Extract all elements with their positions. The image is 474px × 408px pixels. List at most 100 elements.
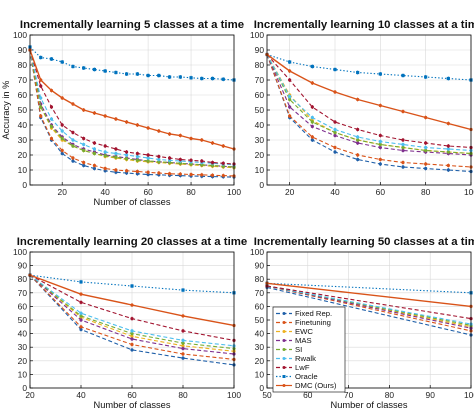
data-point xyxy=(130,317,134,321)
y-tick-label: 10 xyxy=(18,369,28,379)
data-point xyxy=(288,97,292,102)
data-point xyxy=(49,105,54,109)
data-point xyxy=(130,329,134,333)
legend-label: DMC (Ours) xyxy=(295,381,337,390)
data-point xyxy=(71,159,75,163)
data-point xyxy=(125,153,129,157)
data-point xyxy=(181,314,185,318)
data-point xyxy=(310,120,314,124)
data-point xyxy=(82,108,86,112)
data-point xyxy=(181,344,185,348)
data-point xyxy=(146,159,150,163)
x-tick-label: 60 xyxy=(143,187,153,197)
series-line-0 xyxy=(29,274,235,366)
data-point xyxy=(333,133,337,138)
data-point xyxy=(401,73,405,78)
y-tick-label: 90 xyxy=(18,45,28,55)
series-line-6 xyxy=(266,285,472,320)
data-point xyxy=(288,94,292,99)
data-point xyxy=(210,141,215,145)
series-line-8 xyxy=(266,53,472,131)
data-point xyxy=(178,133,182,138)
x-tick-label: 100 xyxy=(227,187,241,197)
data-point xyxy=(333,67,337,72)
data-point xyxy=(157,129,161,133)
legend-label: MAS xyxy=(295,336,312,345)
data-point xyxy=(130,334,134,338)
data-point xyxy=(157,157,161,162)
data-point xyxy=(92,141,97,145)
legend-label: Oracle xyxy=(295,372,318,381)
y-tick-label: 80 xyxy=(18,274,28,284)
x-tick-label: 20 xyxy=(58,187,68,197)
data-point xyxy=(125,150,129,154)
series-line-5 xyxy=(266,285,472,325)
series-line-1 xyxy=(29,49,235,177)
y-tick-label: 30 xyxy=(255,135,265,145)
data-point xyxy=(401,138,405,142)
legend-swatch-marker xyxy=(282,312,286,315)
x-tick-label: 40 xyxy=(100,187,110,197)
y-tick-label: 60 xyxy=(255,301,265,311)
y-tick-label: 70 xyxy=(18,288,28,298)
data-point xyxy=(125,171,129,175)
data-point xyxy=(178,161,182,165)
data-point xyxy=(333,120,337,124)
data-point xyxy=(92,67,97,72)
y-tick-label: 40 xyxy=(18,329,28,339)
data-point xyxy=(210,76,215,81)
data-point xyxy=(178,75,182,79)
data-point xyxy=(146,73,150,78)
legend-label: LwF xyxy=(295,363,310,372)
data-point xyxy=(210,163,215,168)
data-point xyxy=(378,103,382,108)
data-point xyxy=(60,148,64,153)
x-tick-label: 100 xyxy=(464,390,474,400)
data-point xyxy=(125,157,129,161)
series-line-0 xyxy=(29,49,235,178)
x-tick-label: 80 xyxy=(385,390,395,400)
y-tick-label: 30 xyxy=(18,135,28,145)
data-point xyxy=(378,145,382,150)
data-point xyxy=(356,127,360,132)
y-tick-label: 50 xyxy=(18,315,28,325)
x-tick-label: 20 xyxy=(25,390,35,400)
data-point xyxy=(424,148,428,153)
data-point xyxy=(333,130,337,135)
data-point xyxy=(114,151,118,156)
data-point xyxy=(221,164,225,168)
legend-swatch-marker xyxy=(282,330,286,333)
y-axis-label: Accuracy in % xyxy=(1,81,11,140)
data-point xyxy=(49,57,54,61)
data-point xyxy=(446,150,450,154)
data-point xyxy=(189,76,193,80)
data-point xyxy=(333,127,337,132)
legend-swatch-marker xyxy=(282,339,286,342)
data-point xyxy=(135,72,139,76)
data-point xyxy=(378,157,382,162)
data-point xyxy=(221,173,225,178)
series-line-5 xyxy=(29,49,235,166)
data-point xyxy=(310,138,314,142)
y-tick-label: 90 xyxy=(18,261,28,271)
data-point xyxy=(125,72,129,76)
data-point xyxy=(378,139,382,144)
x-tick-label: 60 xyxy=(303,390,313,400)
chart-title: Incrementally learning 50 classes at a t… xyxy=(254,236,474,248)
y-tick-label: 50 xyxy=(18,105,28,115)
y-tick-label: 20 xyxy=(255,356,265,366)
y-tick-label: 80 xyxy=(255,274,265,284)
y-tick-label: 40 xyxy=(18,120,28,130)
data-point xyxy=(310,115,314,120)
data-point xyxy=(135,172,139,176)
data-point xyxy=(167,132,172,136)
data-point xyxy=(92,111,97,115)
data-point xyxy=(71,138,75,142)
data-point xyxy=(60,151,64,156)
plot-frame xyxy=(266,251,472,389)
data-point xyxy=(114,117,118,121)
data-point xyxy=(135,123,139,127)
data-point xyxy=(167,156,172,160)
data-point xyxy=(103,166,107,171)
data-point xyxy=(424,141,428,145)
